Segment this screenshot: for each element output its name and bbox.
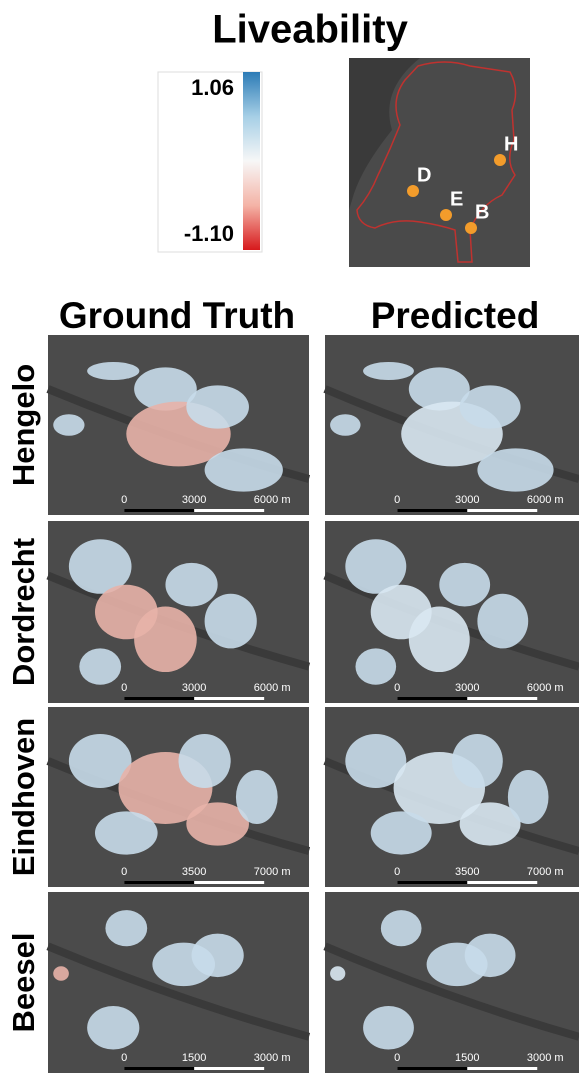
column-header: Predicted	[371, 295, 540, 336]
liveability-area	[87, 362, 139, 380]
scale-label: 3000	[455, 682, 479, 694]
row-label: Dordrecht	[6, 538, 41, 686]
figure-title: Liveability	[212, 8, 408, 52]
overview-map: H DEB	[349, 58, 530, 267]
colorbar-gradient	[243, 72, 260, 250]
liveability-area	[363, 1006, 414, 1049]
scale-label: 0	[394, 494, 400, 506]
scale-label: 3500	[182, 866, 206, 878]
scale-label: 3000	[182, 682, 206, 694]
colorbar-min: -1.10	[184, 221, 234, 246]
scale-label: 1500	[455, 1052, 479, 1064]
liveability-area	[409, 607, 470, 673]
scale-label: 6000 m	[254, 494, 291, 506]
liveability-area	[330, 414, 360, 436]
scale-label: 3000 m	[527, 1052, 564, 1064]
city-label: D	[417, 164, 431, 186]
liveability-area	[381, 910, 422, 946]
city-marker	[494, 154, 506, 166]
colorbar-max: 1.06	[191, 75, 234, 100]
liveability-area	[53, 414, 84, 436]
scale-bar-segment	[397, 697, 467, 700]
liveability-area	[134, 607, 197, 673]
liveability-area	[205, 448, 283, 491]
city-marker	[465, 222, 477, 234]
scale-label: 3000 m	[254, 1052, 291, 1064]
scale-label: 0	[121, 1052, 127, 1064]
liveability-area	[53, 966, 69, 980]
scale-bar-segment	[397, 881, 467, 884]
row-label: Eindhoven	[6, 718, 41, 876]
scale-label: 6000 m	[254, 682, 291, 694]
liveability-area	[179, 734, 231, 788]
scale-label: 3000	[182, 494, 206, 506]
row-label: Beesel	[6, 933, 41, 1033]
liveability-area	[465, 934, 516, 977]
panels: Hengelo 0 3000 6000 m 0 3000 6000 m Dordrecht 0 3…	[6, 335, 579, 1073]
row-label: Hengelo	[6, 364, 41, 486]
scale-label: 1500	[182, 1052, 206, 1064]
scale-bar-segment	[124, 509, 194, 512]
liveability-area	[165, 563, 217, 607]
scale-label: 0	[394, 682, 400, 694]
liveability-area	[355, 648, 396, 684]
liveability-area	[371, 811, 432, 854]
scale-label: 7000 m	[254, 866, 291, 878]
city-label: E	[450, 188, 463, 210]
liveability-area	[363, 362, 414, 380]
liveability-area	[79, 648, 121, 684]
scale-bar-segment	[397, 1067, 467, 1070]
liveability-area	[87, 1006, 139, 1049]
scale-label: 0	[394, 1052, 400, 1064]
scale-label: 7000 m	[527, 866, 564, 878]
scale-bar-segment	[397, 509, 467, 512]
city-label: H	[504, 133, 518, 155]
colorbar: 1.06 -1.10	[158, 72, 262, 252]
liveability-area	[192, 934, 244, 977]
liveability-area	[452, 734, 503, 788]
liveability-area	[508, 770, 549, 824]
scale-bar-segment	[124, 1067, 194, 1070]
liveability-area	[477, 448, 553, 491]
liveability-area	[236, 770, 278, 824]
scale-label: 6000 m	[527, 494, 564, 506]
liveability-area	[460, 385, 521, 428]
liveability-area	[186, 385, 249, 428]
liveability-area	[205, 594, 257, 649]
liveability-area	[95, 811, 158, 854]
scale-label: 0	[121, 682, 127, 694]
city-marker	[440, 209, 452, 221]
scale-label: 6000 m	[527, 682, 564, 694]
scale-label: 0	[121, 866, 127, 878]
figure: Liveability 1.06 -1.10 H DEB Ground Truth…	[0, 0, 579, 1073]
column-header: Ground Truth	[59, 295, 295, 336]
liveability-area	[105, 910, 147, 946]
scale-bar-segment	[124, 881, 194, 884]
liveability-area	[439, 563, 490, 607]
scale-label: 3000	[455, 494, 479, 506]
liveability-area	[477, 594, 528, 649]
city-marker	[407, 185, 419, 197]
scale-label: 0	[394, 866, 400, 878]
scale-label: 0	[121, 494, 127, 506]
scale-label: 3500	[455, 866, 479, 878]
scale-bar-segment	[124, 697, 194, 700]
city-label: B	[475, 201, 489, 223]
liveability-area	[330, 966, 345, 980]
